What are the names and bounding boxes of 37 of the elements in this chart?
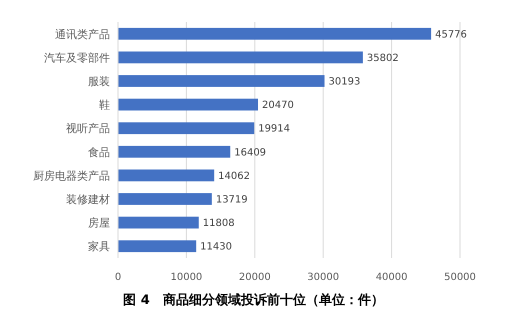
x-tick-label: 10000 — [170, 272, 202, 283]
data-label: 20470 — [262, 100, 294, 112]
y-tick-label: 厨房电器类产品 — [33, 169, 110, 182]
bar — [118, 122, 254, 134]
data-label: 45776 — [435, 29, 467, 40]
x-tick-label: 50000 — [444, 272, 476, 283]
y-tick-label: 家具 — [88, 240, 110, 254]
y-tick-label: 食品 — [88, 146, 110, 159]
data-label: 30193 — [328, 76, 360, 88]
y-tick-label: 房屋 — [88, 216, 110, 230]
y-tick-label: 视听产品 — [66, 122, 110, 136]
bar — [118, 75, 325, 87]
bar — [118, 146, 230, 158]
x-tick-label: 20000 — [238, 272, 271, 283]
data-label: 13719 — [216, 194, 248, 206]
data-label: 11808 — [202, 218, 235, 230]
bar — [118, 28, 432, 40]
x-tick-label: 30000 — [307, 272, 340, 283]
data-label: 11430 — [200, 242, 232, 253]
bar — [118, 98, 258, 110]
y-tick-label: 通讯类产品 — [55, 28, 110, 41]
x-tick-label: 40000 — [376, 272, 408, 283]
bar — [118, 193, 212, 205]
data-label: 19914 — [258, 124, 290, 135]
y-tick-label: 鞋 — [99, 98, 110, 112]
bar — [118, 170, 214, 182]
bar — [118, 52, 363, 64]
data-label: 14062 — [218, 170, 250, 182]
data-label: 35802 — [366, 52, 399, 64]
data-label: 16409 — [234, 147, 266, 158]
x-tick-label: 0 — [114, 272, 122, 283]
y-tick-label: 装修建材 — [66, 193, 110, 206]
text: 图 4 商品细分领域投诉前十位（单位：件） — [123, 292, 384, 308]
y-tick-label: 服装 — [88, 75, 110, 88]
y-tick-label: 汽车及零部件 — [44, 51, 110, 64]
bar — [118, 240, 196, 252]
bar — [118, 216, 199, 228]
